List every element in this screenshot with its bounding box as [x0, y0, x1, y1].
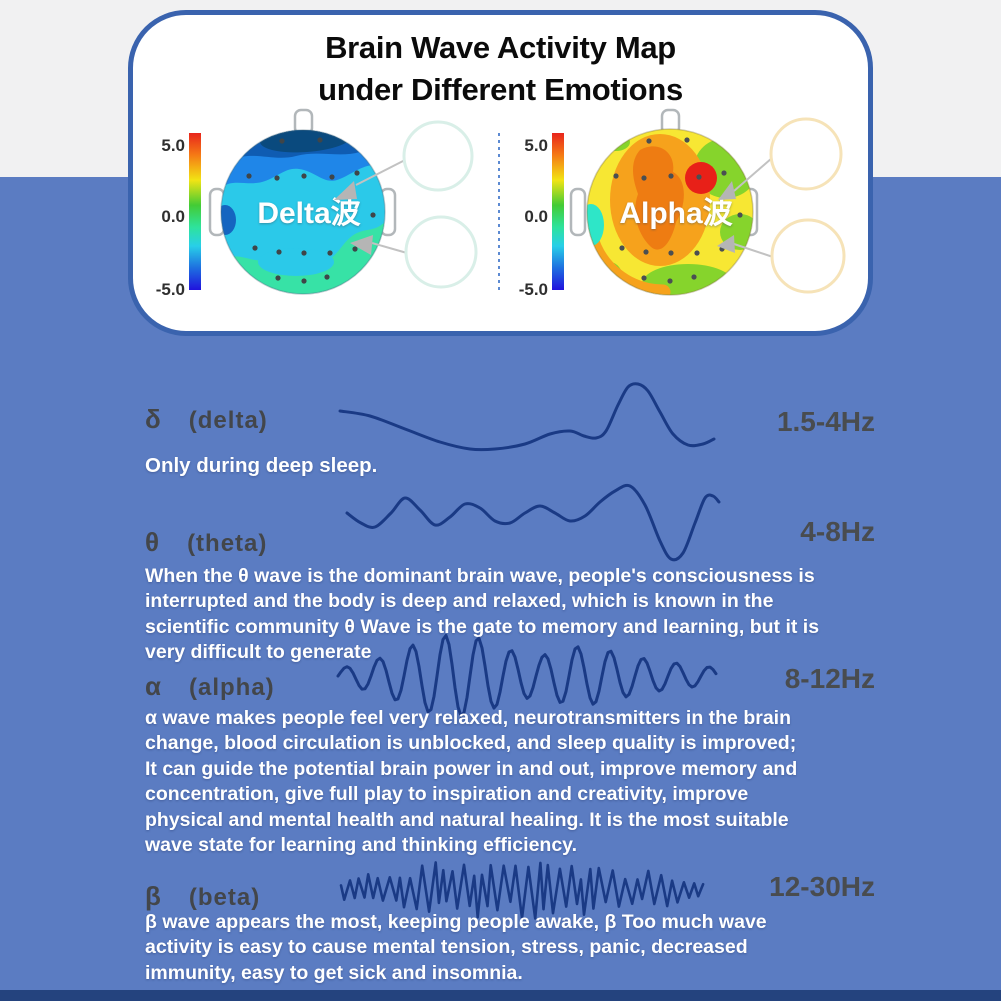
delta-name: (delta): [188, 407, 268, 434]
alpha-colorbar-max: 5.0: [524, 136, 548, 155]
alpha-name: (alpha): [188, 674, 275, 701]
delta-callout-line-bottom: [371, 242, 408, 254]
alpha-electrode-dots: [613, 137, 743, 284]
theta-name: (theta): [187, 530, 268, 557]
alpha-frequency: 8-12Hz: [784, 663, 875, 694]
delta-colorbar: [189, 133, 201, 290]
alpha-head-label: Alpha波: [619, 197, 733, 230]
delta-arrow-top-icon: [334, 181, 357, 200]
alpha-waveform: [336, 634, 718, 718]
delta-frequency: 1.5-4Hz: [776, 406, 875, 437]
alpha-left-ear-marker: [569, 187, 587, 237]
alpha-callout-line-bottom: [733, 243, 774, 258]
delta-description: Only during deep sleep.: [145, 454, 378, 477]
delta-callout-circle-bottom: [404, 215, 478, 289]
delta-callout-circle-top: [402, 120, 474, 192]
background-bottom-strip: [0, 990, 1001, 1001]
alpha-head-outline: [586, 128, 754, 296]
alpha-colorbar-min: -5.0: [519, 280, 548, 299]
band-header-delta: δ (delta): [145, 404, 268, 435]
delta-head-outline: [220, 129, 386, 295]
alpha-callout-circle-bottom: [770, 218, 846, 294]
delta-head-label: Delta波: [257, 197, 361, 230]
band-header-theta: θ (theta): [145, 527, 267, 558]
delta-colorbar-min: -5.0: [156, 280, 185, 299]
theta-wave-path: [345, 483, 721, 562]
alpha-map-panel: 5.0 0.0 -5.0: [519, 108, 846, 299]
delta-colorbar-mid: 0.0: [161, 207, 185, 226]
brain-maps-figure: 5.0 0.0 -5.0: [156, 108, 846, 299]
alpha-colorbar: [552, 133, 564, 290]
beta-wave-path: [339, 861, 705, 920]
theta-description: When the θ wave is the dominant brain wa…: [145, 565, 820, 664]
beta-name: (beta): [188, 884, 261, 911]
theta-waveform: [345, 483, 721, 562]
beta-glyph: β: [145, 881, 161, 911]
beta-description: β wave appears the most, keeping people …: [145, 911, 767, 984]
page-title: Brain Wave Activity Map under Different …: [133, 27, 868, 111]
delta-glyph: δ: [145, 404, 161, 434]
title-line-2: under Different Emotions: [318, 72, 683, 107]
band-header-beta: β (beta): [145, 881, 260, 912]
band-header-alpha: α (alpha): [145, 671, 275, 702]
alpha-description: α wave makes people feel very relaxed, n…: [145, 707, 798, 857]
delta-arrow-bottom-icon: [350, 235, 373, 255]
alpha-arrow-bottom-icon: [717, 235, 735, 253]
header-card: Brain Wave Activity Map under Different …: [128, 10, 873, 336]
beta-waveform: [339, 861, 705, 920]
alpha-wave-path: [336, 634, 718, 718]
alpha-callout-line-top: [733, 157, 773, 192]
title-line-1: Brain Wave Activity Map: [325, 30, 676, 65]
theta-frequency: 4-8Hz: [800, 516, 875, 547]
delta-colorbar-max: 5.0: [161, 136, 185, 155]
delta-electrode-dots: [246, 137, 376, 284]
alpha-colorbar-mid: 0.0: [524, 207, 548, 226]
alpha-callout-circle-top: [769, 117, 843, 191]
delta-head-map: [221, 130, 385, 294]
delta-waveform: [338, 382, 716, 452]
delta-map-panel: 5.0 0.0 -5.0: [156, 108, 478, 299]
theta-glyph: θ: [145, 527, 160, 557]
alpha-glyph: α: [145, 671, 161, 701]
delta-callout-line-top: [355, 159, 406, 186]
alpha-arrow-top-icon: [718, 181, 736, 200]
beta-frequency: 12-30Hz: [769, 871, 875, 902]
delta-wave-path: [338, 382, 716, 452]
